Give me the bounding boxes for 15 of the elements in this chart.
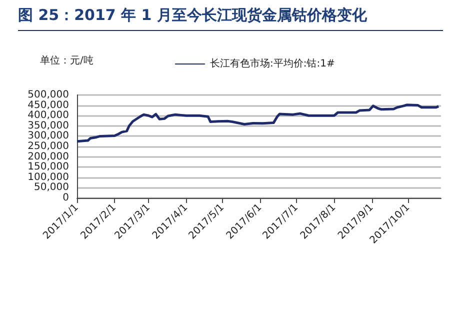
y-tick-label: 150,000 bbox=[28, 162, 69, 173]
chart-title: 图 25：2017 年 1 月至今长江现货金属钴价格变化 bbox=[18, 6, 443, 31]
text: 单位：元/吨 bbox=[40, 54, 94, 66]
line-series bbox=[76, 104, 440, 143]
y-tick-label: 450,000 bbox=[28, 100, 69, 111]
y-tick-label: 50,000 bbox=[34, 182, 69, 194]
y-tick-label: 100,000 bbox=[28, 172, 69, 183]
y-tick-label: 350,000 bbox=[28, 120, 69, 132]
y-tick-label: 200,000 bbox=[28, 151, 69, 162]
y-tick-label: 250,000 bbox=[28, 141, 69, 152]
legend-label: 长江有色市场:平均价:钴:1# bbox=[210, 58, 335, 70]
y-tick-label: 400,000 bbox=[28, 110, 69, 122]
y-tick-label: 0 bbox=[62, 192, 69, 204]
y-tick-label: 500,000 bbox=[28, 90, 69, 100]
y-tick-label: 300,000 bbox=[28, 130, 69, 142]
